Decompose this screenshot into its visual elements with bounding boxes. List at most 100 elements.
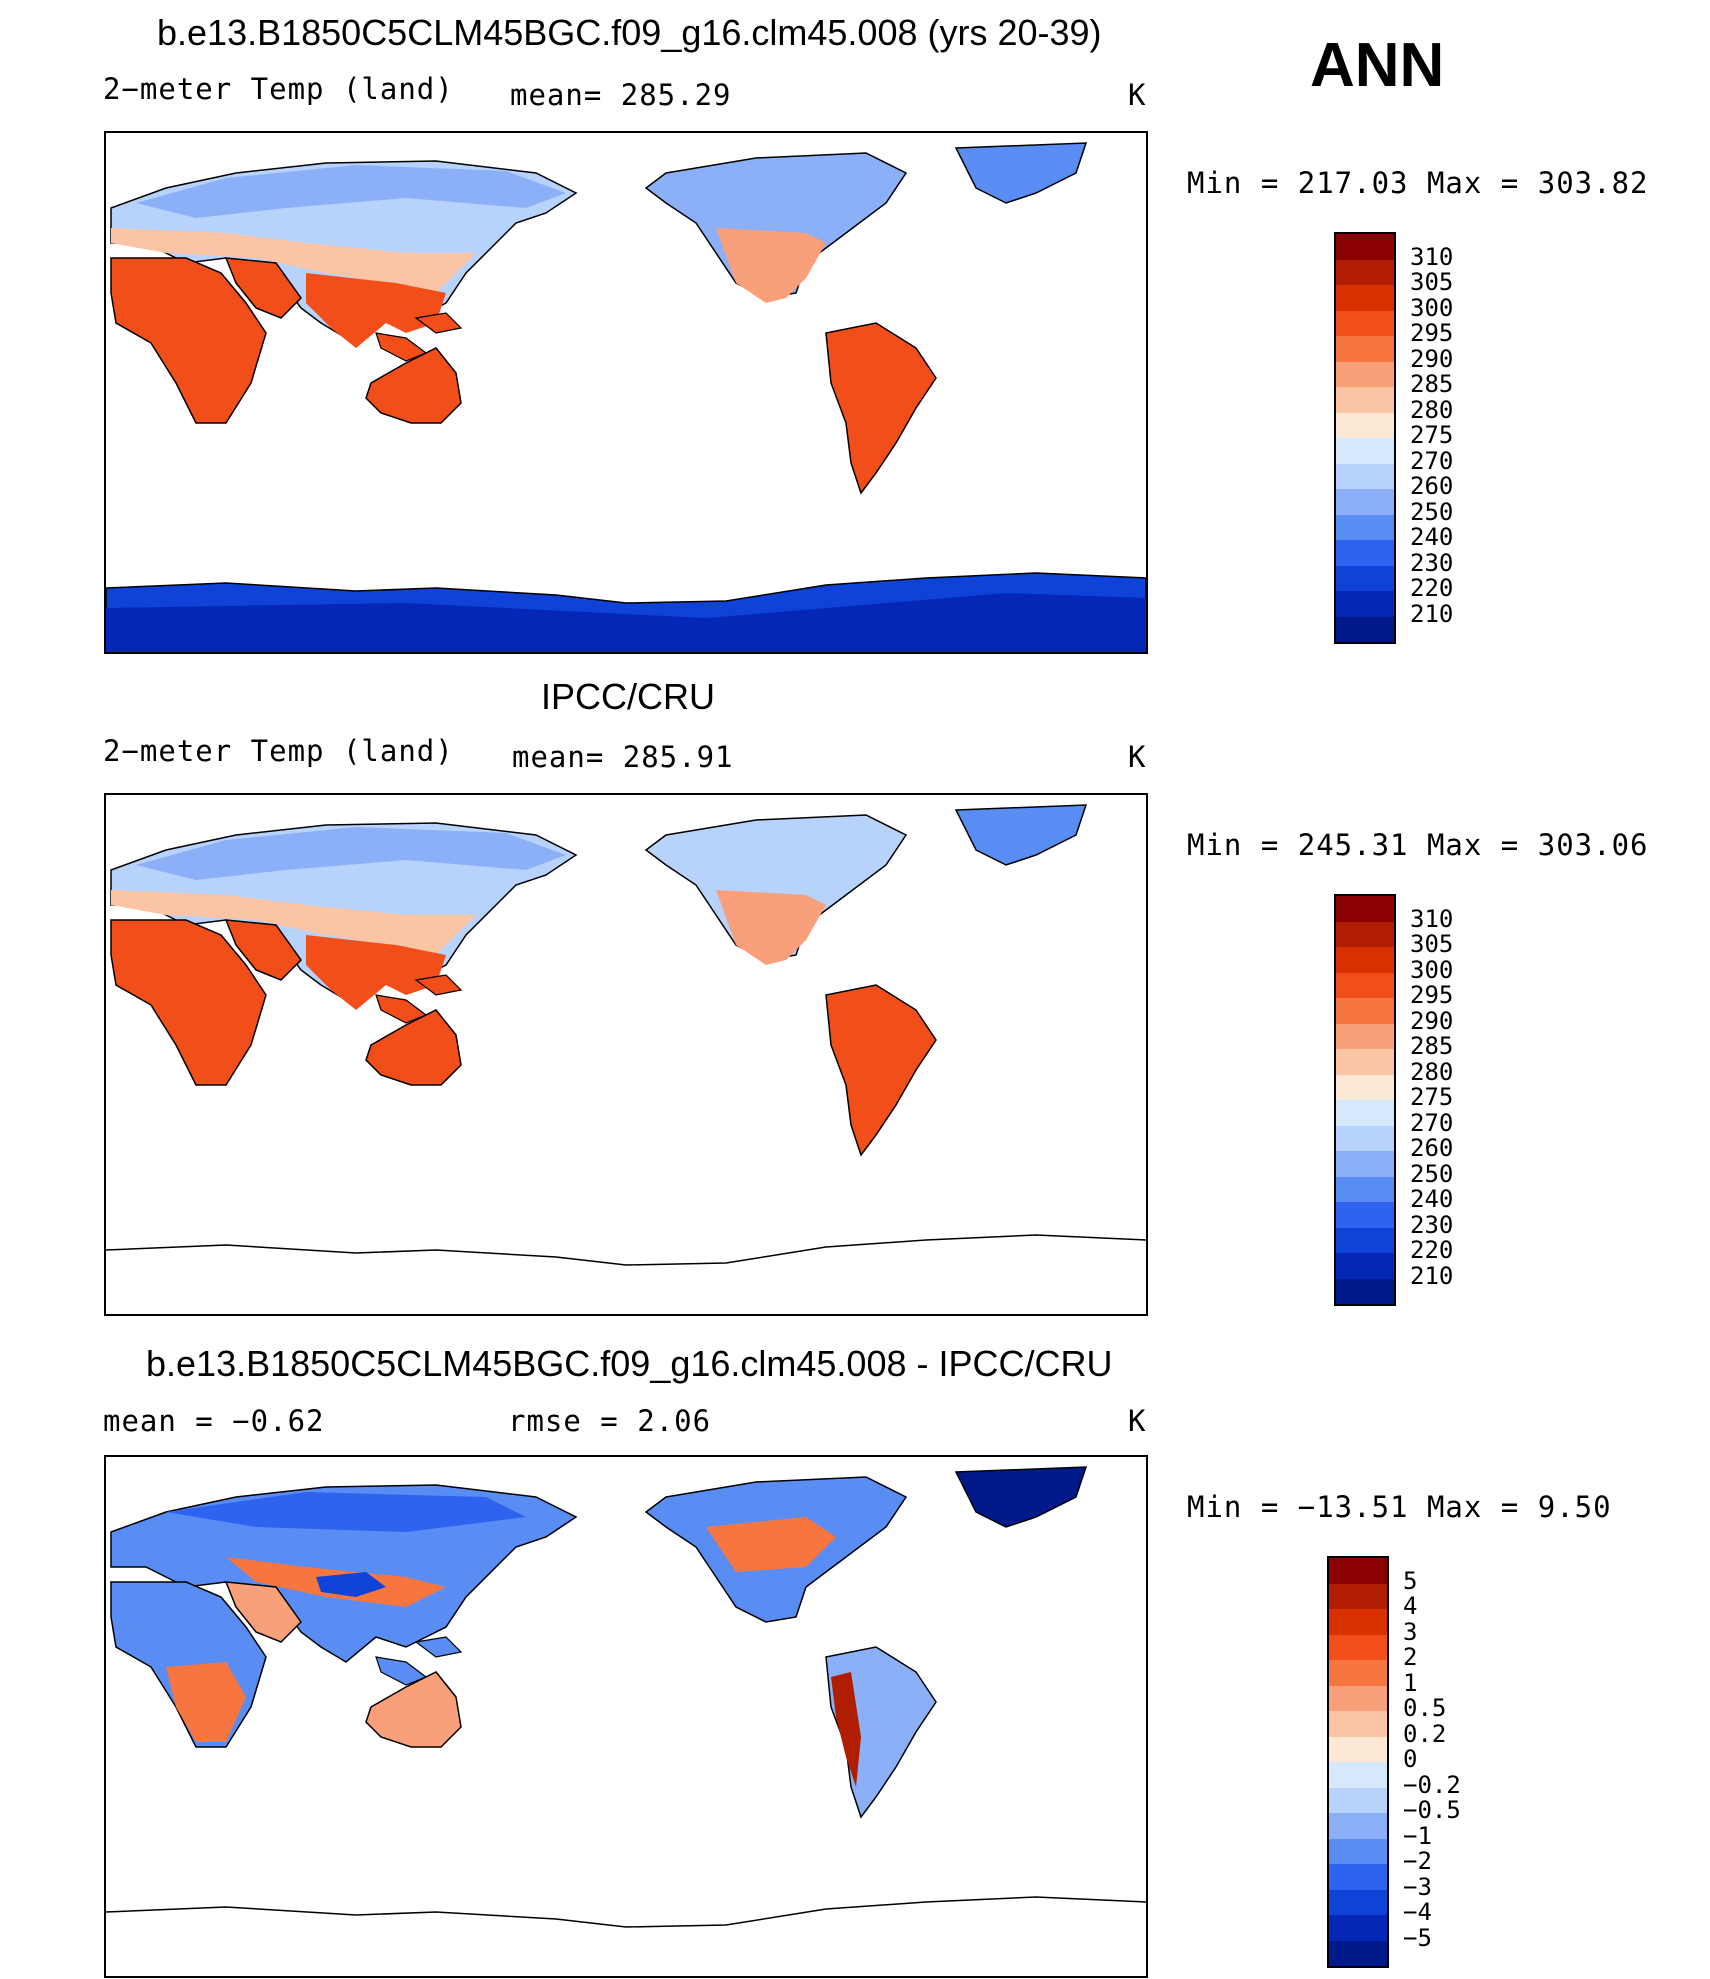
colorbar-tick-label: 310 bbox=[1410, 904, 1454, 933]
colorbar-swatch bbox=[1336, 565, 1394, 592]
arabia-land bbox=[224, 919, 302, 981]
antarctica-outline bbox=[106, 1234, 1146, 1266]
panel1-mean-label: mean= 285.29 bbox=[510, 78, 732, 112]
colorbar-swatch bbox=[1336, 1049, 1394, 1076]
colorbar-swatch bbox=[1329, 1634, 1387, 1661]
colorbar-tick-label: 285 bbox=[1410, 1032, 1454, 1060]
colorbar-swatch bbox=[1329, 1762, 1387, 1789]
colorbar-swatch bbox=[1336, 1125, 1394, 1152]
colorbar-tick-label: 220 bbox=[1410, 1236, 1454, 1264]
panel2-minmax: Min = 245.31 Max = 303.06 bbox=[1187, 828, 1649, 862]
colorbar-tick-label: 275 bbox=[1410, 1083, 1454, 1111]
colorbar-tick-label: 250 bbox=[1410, 497, 1454, 526]
colorbar-tick-label: 0 bbox=[1403, 1745, 1418, 1773]
colorbar-tick-label: 295 bbox=[1410, 981, 1454, 1009]
north-america-south bbox=[716, 890, 826, 965]
colorbar-swatch bbox=[1329, 1813, 1387, 1840]
colorbar-tick-label: −0.2 bbox=[1403, 1770, 1461, 1799]
colorbar-tick-label: 290 bbox=[1410, 1006, 1454, 1035]
arabia-land bbox=[224, 257, 302, 319]
panel2-map-svg bbox=[106, 804, 1146, 1266]
colorbar-swatch bbox=[1336, 896, 1394, 923]
panel1-map-svg bbox=[106, 142, 1146, 652]
colorbar-swatch bbox=[1336, 463, 1394, 490]
south-america-land bbox=[825, 322, 937, 495]
colorbar-swatch bbox=[1336, 1278, 1394, 1304]
panel2-variable-label: 2−meter Temp (land) bbox=[103, 734, 454, 768]
mid-asia bbox=[111, 228, 476, 293]
greenland-land bbox=[954, 1466, 1088, 1528]
colorbar-swatch bbox=[1336, 234, 1394, 261]
panel3-rmse-label: rmse = 2.06 bbox=[508, 1404, 712, 1438]
colorbar-swatch bbox=[1336, 514, 1394, 541]
colorbar-tick-label: 0.5 bbox=[1403, 1694, 1447, 1722]
colorbar-tick-label: 295 bbox=[1410, 319, 1454, 347]
mid-asia bbox=[111, 890, 476, 955]
panel3-colorbar bbox=[1327, 1556, 1389, 1968]
eurasia-north bbox=[136, 165, 566, 218]
south-america-land bbox=[825, 984, 937, 1157]
greenland-land bbox=[954, 142, 1088, 204]
season-label: ANN bbox=[1310, 31, 1445, 100]
colorbar-tick-label: 230 bbox=[1410, 1210, 1454, 1239]
colorbar-tick-label: 285 bbox=[1410, 370, 1454, 398]
colorbar-swatch bbox=[1336, 1176, 1394, 1203]
africa-south bbox=[166, 1662, 246, 1742]
panel3-mean-label: mean = −0.62 bbox=[103, 1404, 325, 1438]
colorbar-tick-label: 270 bbox=[1410, 446, 1454, 475]
colorbar-tick-label: 2 bbox=[1403, 1643, 1418, 1671]
australia-land bbox=[365, 347, 462, 424]
colorbar-tick-label: 280 bbox=[1410, 1057, 1454, 1086]
colorbar-tick-label: 300 bbox=[1410, 293, 1454, 322]
colorbar-tick-label: −2 bbox=[1403, 1847, 1432, 1875]
colorbar-swatch bbox=[1336, 540, 1394, 567]
antarctica-outline bbox=[106, 1896, 1146, 1928]
eurasia-north bbox=[136, 827, 566, 880]
colorbar-swatch bbox=[1336, 387, 1394, 414]
colorbar-tick-label: −0.5 bbox=[1403, 1796, 1461, 1824]
colorbar-swatch bbox=[1329, 1583, 1387, 1610]
colorbar-tick-label: 210 bbox=[1410, 599, 1454, 628]
colorbar-tick-label: 260 bbox=[1410, 472, 1454, 500]
panel3-unit-label: K bbox=[1128, 1404, 1147, 1438]
panel1-title: b.e13.B1850C5CLM45BGC.f09_g16.clm45.008 … bbox=[157, 12, 1102, 53]
colorbar-swatch bbox=[1336, 998, 1394, 1025]
arabia-land bbox=[224, 1581, 302, 1643]
north-america-land bbox=[644, 152, 908, 299]
colorbar-tick-label: 310 bbox=[1410, 242, 1454, 271]
panel2-unit-label: K bbox=[1128, 740, 1147, 774]
colorbar-tick-label: 1 bbox=[1403, 1668, 1418, 1697]
colorbar-swatch bbox=[1329, 1915, 1387, 1942]
colorbar-tick-label: 270 bbox=[1410, 1108, 1454, 1137]
colorbar-swatch bbox=[1329, 1864, 1387, 1891]
colorbar-tick-label: −4 bbox=[1403, 1898, 1432, 1926]
panel3-title: b.e13.B1850C5CLM45BGC.f09_g16.clm45.008 … bbox=[146, 1343, 1113, 1384]
panel2-map bbox=[104, 793, 1148, 1316]
colorbar-swatch bbox=[1336, 361, 1394, 388]
colorbar-tick-label: 305 bbox=[1410, 268, 1454, 296]
colorbar-tick-label: 260 bbox=[1410, 1134, 1454, 1162]
colorbar-tick-label: 4 bbox=[1403, 1592, 1418, 1620]
se-asia-islands bbox=[375, 974, 463, 1024]
antarctica-interior bbox=[106, 593, 1146, 652]
se-asia-islands bbox=[375, 312, 463, 362]
greenland-land bbox=[954, 804, 1088, 866]
colorbar-tick-label: 240 bbox=[1410, 1185, 1454, 1213]
colorbar-swatch bbox=[1336, 616, 1394, 642]
colorbar-swatch bbox=[1336, 336, 1394, 363]
panel1-variable-label: 2−meter Temp (land) bbox=[103, 72, 454, 106]
panel3-map-svg bbox=[106, 1466, 1146, 1928]
tibet bbox=[316, 1572, 386, 1597]
colorbar-tick-label: 0.2 bbox=[1403, 1719, 1447, 1748]
south-asia bbox=[306, 935, 446, 1010]
panel1-minmax: Min = 217.03 Max = 303.82 bbox=[1187, 166, 1649, 200]
colorbar-swatch bbox=[1336, 1202, 1394, 1229]
eurasia-north bbox=[166, 1492, 526, 1532]
colorbar-tick-label: 210 bbox=[1410, 1261, 1454, 1290]
colorbar-swatch bbox=[1336, 947, 1394, 974]
colorbar-swatch bbox=[1329, 1558, 1387, 1585]
colorbar-swatch bbox=[1336, 1074, 1394, 1101]
colorbar-swatch bbox=[1336, 285, 1394, 312]
colorbar-swatch bbox=[1336, 921, 1394, 948]
colorbar-swatch bbox=[1336, 412, 1394, 439]
